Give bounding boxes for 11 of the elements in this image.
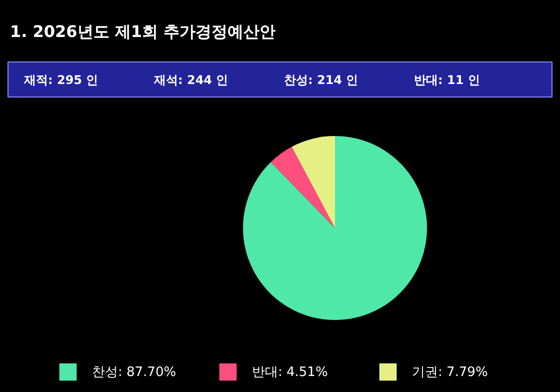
text: 찬성: 214 인: [284, 73, 358, 87]
text: 반대: 11 인: [414, 73, 480, 87]
pie-slice: [243, 136, 427, 320]
legend-label: 찬성: 87.70%: [92, 365, 176, 380]
pie-slice: [292, 136, 335, 228]
text: 재석: 244 인: [153, 73, 228, 87]
legend-label: 반대: 4.51%: [252, 365, 328, 380]
pie-slice: [270, 146, 335, 228]
chart-title: 1. 2026년도 제1회 추가경정예산안: [10, 22, 276, 41]
text: 재적: 295 인: [23, 73, 98, 87]
legend-label: 기권: 7.79%: [412, 365, 488, 380]
